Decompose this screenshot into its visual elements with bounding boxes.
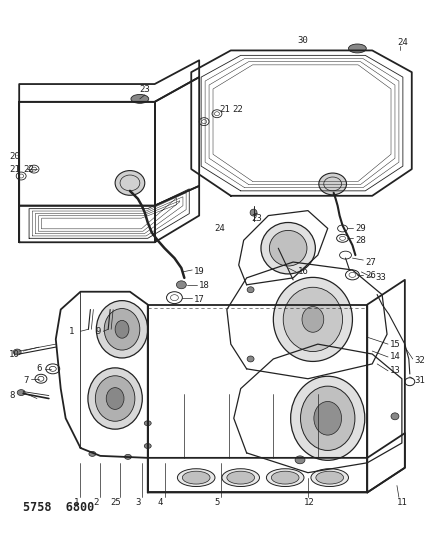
Text: 28: 28 [355,236,366,245]
Text: 11: 11 [397,498,408,507]
Ellipse shape [17,390,25,395]
Text: 32: 32 [415,357,425,366]
Text: 23: 23 [251,214,262,223]
Text: 15: 15 [390,340,401,349]
Ellipse shape [13,349,21,355]
Ellipse shape [261,222,315,274]
Ellipse shape [88,368,142,429]
Text: 30: 30 [297,36,308,45]
Ellipse shape [302,306,324,332]
Text: 5758  6800: 5758 6800 [23,501,95,514]
Text: 24: 24 [214,224,225,233]
Text: 21: 21 [9,165,20,174]
Text: 6: 6 [36,365,42,373]
Text: 22: 22 [23,165,34,174]
Text: 29: 29 [355,224,366,233]
Ellipse shape [300,386,355,450]
Ellipse shape [89,451,96,456]
Ellipse shape [96,301,148,358]
Ellipse shape [314,401,342,435]
Text: 21: 21 [219,105,230,114]
Ellipse shape [283,287,342,352]
Text: 5: 5 [214,498,220,507]
Ellipse shape [319,173,347,195]
Ellipse shape [178,469,215,487]
Text: 20: 20 [9,152,20,161]
Ellipse shape [115,171,145,195]
Text: 18: 18 [199,281,210,290]
Ellipse shape [144,421,151,426]
Ellipse shape [269,230,307,266]
Text: 17: 17 [194,295,205,304]
Ellipse shape [95,376,135,421]
Text: 4: 4 [158,498,163,507]
Ellipse shape [104,309,140,350]
Text: 3: 3 [135,498,140,507]
Text: 8: 8 [9,391,15,400]
Ellipse shape [271,471,299,484]
Ellipse shape [222,469,259,487]
Text: 23: 23 [140,85,150,94]
Text: 10: 10 [9,350,20,359]
Text: 19: 19 [194,268,205,277]
Ellipse shape [295,456,305,464]
Ellipse shape [311,469,348,487]
Ellipse shape [144,443,151,448]
Text: 14: 14 [390,352,401,361]
Text: 24: 24 [397,38,408,47]
Ellipse shape [176,281,186,289]
Ellipse shape [227,471,255,484]
Text: 25: 25 [111,498,122,507]
Text: 12: 12 [304,498,315,507]
Text: 22: 22 [233,105,244,114]
Text: 16: 16 [298,268,309,277]
Ellipse shape [106,387,124,409]
Ellipse shape [247,356,254,362]
Ellipse shape [247,287,254,293]
Text: 9: 9 [95,327,101,336]
Text: 33: 33 [375,273,386,282]
Ellipse shape [391,413,399,420]
Ellipse shape [182,471,210,484]
Text: 27: 27 [366,257,376,266]
Ellipse shape [115,320,129,338]
Ellipse shape [316,471,344,484]
Text: 26: 26 [366,271,376,280]
Text: 31: 31 [415,376,425,385]
Ellipse shape [291,376,365,461]
Text: 13: 13 [390,366,401,375]
Text: 2: 2 [94,498,99,507]
Ellipse shape [348,44,366,53]
Text: 1: 1 [68,327,74,336]
Ellipse shape [250,209,257,216]
Text: 7: 7 [23,376,29,385]
Ellipse shape [266,469,304,487]
Ellipse shape [125,455,131,459]
Ellipse shape [131,94,149,103]
Text: 1: 1 [74,498,79,507]
Ellipse shape [273,277,352,361]
